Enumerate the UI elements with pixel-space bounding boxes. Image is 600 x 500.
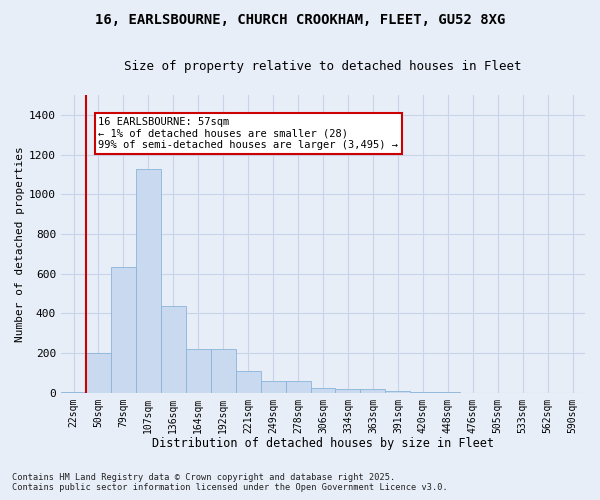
Bar	[161, 306, 186, 392]
Bar	[211, 349, 236, 393]
Bar	[385, 390, 410, 392]
Bar	[86, 353, 111, 393]
Text: 16 EARLSBOURNE: 57sqm
← 1% of detached houses are smaller (28)
99% of semi-detac: 16 EARLSBOURNE: 57sqm ← 1% of detached h…	[98, 117, 398, 150]
Text: Contains HM Land Registry data © Crown copyright and database right 2025.
Contai: Contains HM Land Registry data © Crown c…	[12, 473, 448, 492]
Bar	[260, 381, 286, 392]
Bar	[361, 389, 385, 392]
Bar	[236, 371, 260, 392]
Title: Size of property relative to detached houses in Fleet: Size of property relative to detached ho…	[124, 60, 522, 73]
Bar	[136, 170, 161, 392]
Bar	[311, 388, 335, 392]
Bar	[286, 381, 311, 392]
Bar	[186, 349, 211, 393]
Text: 16, EARLSBOURNE, CHURCH CROOKHAM, FLEET, GU52 8XG: 16, EARLSBOURNE, CHURCH CROOKHAM, FLEET,…	[95, 12, 505, 26]
X-axis label: Distribution of detached houses by size in Fleet: Distribution of detached houses by size …	[152, 437, 494, 450]
Y-axis label: Number of detached properties: Number of detached properties	[15, 146, 25, 342]
Bar	[111, 266, 136, 392]
Bar	[335, 389, 361, 392]
